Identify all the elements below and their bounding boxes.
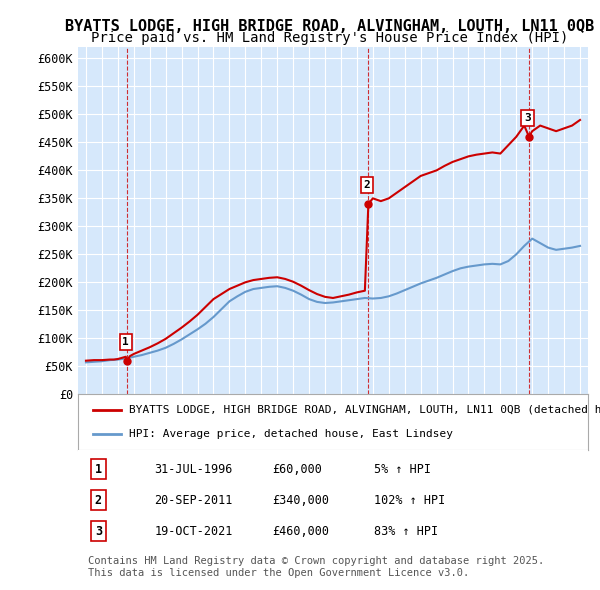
Text: 19-OCT-2021: 19-OCT-2021 bbox=[155, 525, 233, 538]
Text: Contains HM Land Registry data © Crown copyright and database right 2025.
This d: Contains HM Land Registry data © Crown c… bbox=[88, 556, 544, 578]
Text: BYATTS LODGE, HIGH BRIDGE ROAD, ALVINGHAM, LOUTH, LN11 0QB: BYATTS LODGE, HIGH BRIDGE ROAD, ALVINGHA… bbox=[65, 19, 595, 34]
Text: 83% ↑ HPI: 83% ↑ HPI bbox=[374, 525, 438, 538]
Text: 5% ↑ HPI: 5% ↑ HPI bbox=[374, 463, 431, 476]
Text: BYATTS LODGE, HIGH BRIDGE ROAD, ALVINGHAM, LOUTH, LN11 0QB (detached house): BYATTS LODGE, HIGH BRIDGE ROAD, ALVINGHA… bbox=[129, 405, 600, 415]
Text: 102% ↑ HPI: 102% ↑ HPI bbox=[374, 494, 445, 507]
Text: £340,000: £340,000 bbox=[272, 494, 329, 507]
Text: 1: 1 bbox=[95, 463, 102, 476]
Text: 2: 2 bbox=[364, 181, 370, 190]
Text: 31-JUL-1996: 31-JUL-1996 bbox=[155, 463, 233, 476]
Text: £60,000: £60,000 bbox=[272, 463, 322, 476]
Text: 1: 1 bbox=[122, 337, 129, 347]
Text: 3: 3 bbox=[524, 113, 531, 123]
Text: HPI: Average price, detached house, East Lindsey: HPI: Average price, detached house, East… bbox=[129, 430, 453, 439]
Text: 3: 3 bbox=[95, 525, 102, 538]
Text: 20-SEP-2011: 20-SEP-2011 bbox=[155, 494, 233, 507]
Text: 2: 2 bbox=[95, 494, 102, 507]
Text: £460,000: £460,000 bbox=[272, 525, 329, 538]
Text: Price paid vs. HM Land Registry's House Price Index (HPI): Price paid vs. HM Land Registry's House … bbox=[91, 31, 569, 45]
